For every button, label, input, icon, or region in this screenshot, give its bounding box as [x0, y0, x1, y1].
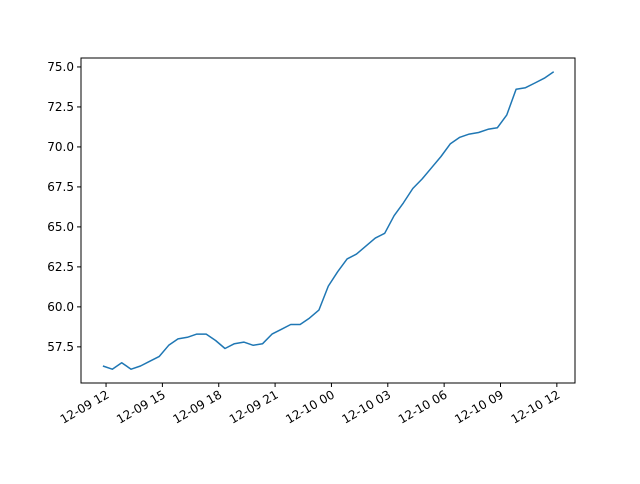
y-tick-label: 72.5	[47, 100, 74, 114]
x-tick-label: 12-09 15	[114, 387, 168, 426]
y-tick-label: 75.0	[47, 60, 74, 74]
x-tick-label: 12-09 18	[171, 387, 225, 426]
y-tick-label: 67.5	[47, 180, 74, 194]
x-tick-label: 12-09 12	[58, 387, 112, 426]
x-tick-label: 12-10 09	[452, 387, 506, 426]
x-tick-label: 12-10 00	[283, 387, 337, 426]
x-tick-label: 12-09 21	[227, 387, 281, 426]
x-tick-label: 12-10 06	[396, 387, 450, 426]
y-tick-label: 60.0	[47, 300, 74, 314]
x-tick-label: 12-10 03	[340, 387, 394, 426]
y-tick-label: 70.0	[47, 140, 74, 154]
y-tick-label: 62.5	[47, 260, 74, 274]
y-tick-label: 57.5	[47, 340, 74, 354]
axes-frame	[80, 57, 576, 384]
x-tick-label: 12-10 12	[509, 387, 563, 426]
data-line	[102, 71, 555, 370]
y-tick-label: 65.0	[47, 220, 74, 234]
